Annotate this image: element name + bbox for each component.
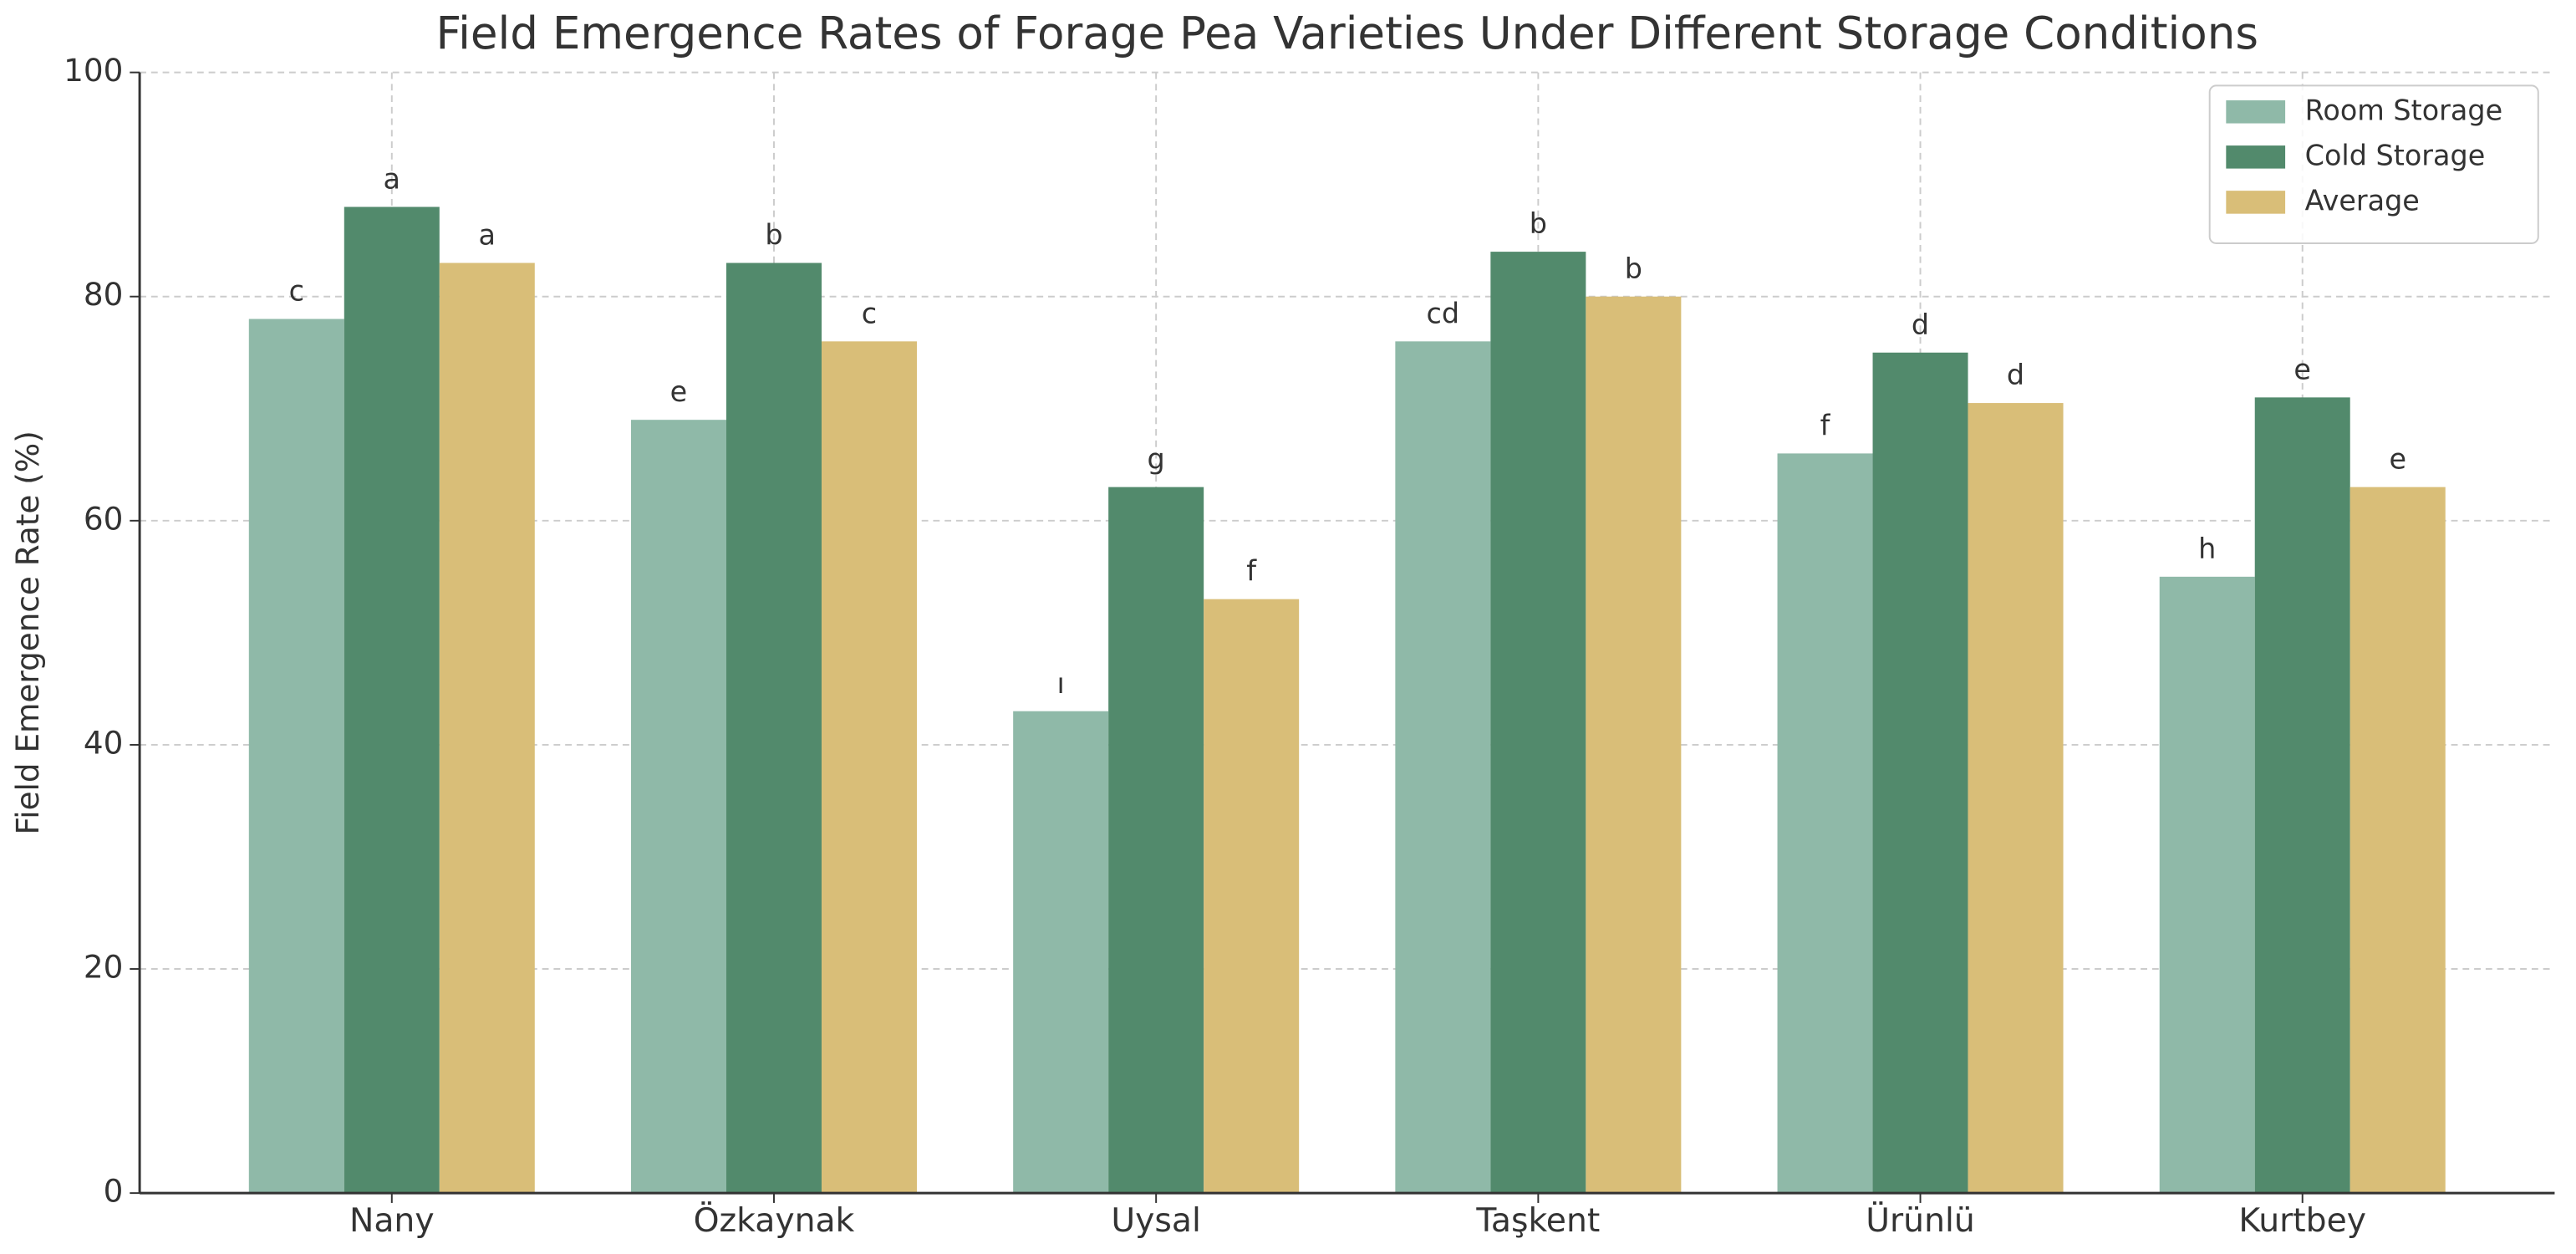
- significance-letter: f: [1246, 555, 1257, 588]
- bar: [439, 263, 535, 1194]
- significance-letter: a: [479, 219, 496, 252]
- significance-letter: d: [2007, 359, 2024, 391]
- significance-letter: f: [1820, 409, 1831, 441]
- significance-letter: c: [862, 297, 877, 329]
- significance-letter: e: [670, 375, 688, 408]
- significance-letter: e: [2389, 443, 2406, 476]
- significance-letter: b: [1530, 207, 1547, 240]
- significance-letter: h: [2198, 533, 2216, 565]
- x-tick-label: Özkaynak: [694, 1201, 855, 1240]
- significance-letter: e: [2293, 353, 2311, 385]
- y-tick-label: 0: [104, 1173, 124, 1210]
- x-tick-label: Nany: [349, 1202, 435, 1240]
- bar: [1108, 487, 1204, 1194]
- bar: [1204, 599, 1300, 1194]
- legend-box: [2208, 84, 2539, 245]
- y-tick-label: 20: [84, 949, 124, 986]
- significance-letter: b: [765, 219, 782, 252]
- y-tick-label: 60: [84, 500, 124, 537]
- bar: [821, 341, 917, 1194]
- bar: [725, 263, 822, 1194]
- legend-swatch: [2226, 145, 2286, 169]
- bar: [344, 206, 440, 1194]
- legend-label: Cold Storage: [2305, 139, 2486, 171]
- x-tick-label: Ürünlü: [1866, 1201, 1975, 1240]
- legend-label: Average: [2305, 184, 2420, 217]
- y-tick-label: 80: [84, 276, 124, 313]
- bar: [248, 319, 344, 1194]
- chart-title: Field Emergence Rates of Forage Pea Vari…: [436, 8, 2259, 59]
- significance-letter: ı: [1057, 667, 1065, 700]
- significance-letter: cd: [1427, 297, 1460, 329]
- bar: [2254, 397, 2350, 1194]
- significance-letter: g: [1148, 443, 1165, 476]
- legend-label: Room Storage: [2305, 94, 2502, 126]
- legend: Room Storage Cold Storage Average: [2208, 84, 2539, 245]
- bar: [2159, 576, 2255, 1194]
- significance-letter: c: [289, 275, 304, 308]
- bar: [1968, 403, 2064, 1194]
- significance-letter: d: [1912, 308, 1929, 341]
- significance-letter: a: [384, 163, 400, 196]
- bar: [1395, 341, 1491, 1194]
- bar: [1013, 711, 1109, 1194]
- bar: [1777, 453, 1873, 1194]
- y-tick-label: 40: [84, 724, 124, 761]
- legend-swatch: [2226, 191, 2286, 214]
- bar: [1872, 352, 1968, 1194]
- x-tick-label: Taşkent: [1475, 1202, 1600, 1240]
- bar: [630, 420, 726, 1194]
- bar: [2349, 487, 2446, 1194]
- x-tick-label: Uysal: [1111, 1202, 1201, 1240]
- significance-letter: b: [1625, 252, 1642, 285]
- bar: [1490, 252, 1586, 1194]
- y-tick-label: 100: [64, 52, 123, 89]
- x-tick-label: Kurtbey: [2238, 1202, 2366, 1240]
- y-axis-label: Field Emergence Rate (%): [9, 431, 46, 834]
- bar: [1586, 296, 1682, 1194]
- legend-swatch: [2226, 100, 2286, 124]
